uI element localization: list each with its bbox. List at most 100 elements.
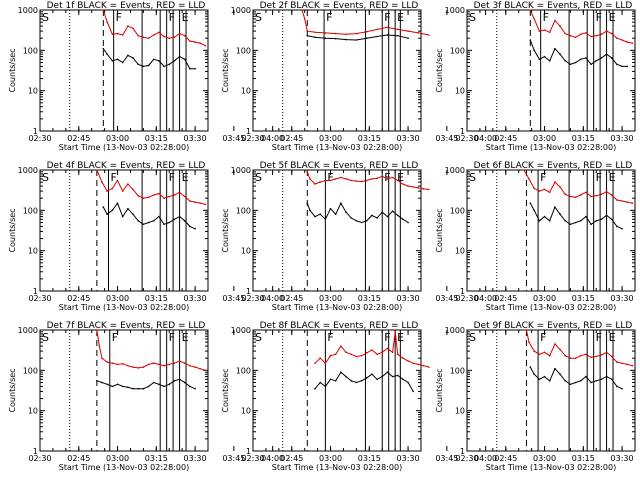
x-tick-label: 03:00 bbox=[533, 454, 556, 463]
events-point bbox=[543, 375, 546, 378]
x-tick-label: 04:00 bbox=[474, 134, 497, 143]
events-point bbox=[189, 385, 191, 388]
lld-point bbox=[178, 32, 181, 35]
events-point bbox=[585, 57, 587, 59]
marker-label-start: S bbox=[469, 331, 476, 344]
events-point bbox=[102, 47, 105, 50]
x-tick-label: 03:45 bbox=[435, 134, 458, 143]
events-point bbox=[178, 378, 181, 381]
events-point bbox=[554, 367, 556, 370]
x-tick-label: 04:00 bbox=[474, 454, 497, 463]
lld-point bbox=[564, 193, 566, 196]
events-point bbox=[173, 380, 176, 382]
events-point bbox=[183, 381, 186, 384]
events-point bbox=[132, 213, 134, 215]
lld-point bbox=[574, 36, 577, 39]
y-tick-label: 10 bbox=[28, 87, 38, 96]
lld-point bbox=[132, 188, 134, 191]
events-point bbox=[396, 214, 399, 217]
events-point bbox=[158, 383, 160, 386]
lld-point bbox=[324, 362, 327, 364]
events-point bbox=[376, 35, 378, 38]
y-tick-label: 10 bbox=[241, 87, 251, 96]
events-point bbox=[386, 215, 389, 218]
y-axis-label: Counts/sec bbox=[221, 208, 230, 252]
lld-point bbox=[528, 341, 530, 343]
events-point bbox=[152, 381, 155, 384]
marker-label-end: E bbox=[182, 11, 189, 24]
lld-point bbox=[106, 190, 108, 192]
y-tick-label: 100 bbox=[236, 206, 251, 215]
lld-point bbox=[386, 347, 389, 350]
lld-point bbox=[127, 364, 129, 367]
y-tick-label: 100 bbox=[23, 366, 38, 375]
detector-panel: Det 9f BLACK = Events, RED = LLD 1 10 100 10… bbox=[435, 321, 636, 472]
lld-point bbox=[301, 9, 303, 11]
events-point bbox=[402, 218, 404, 221]
events-point bbox=[163, 223, 165, 226]
lld-point bbox=[365, 179, 368, 182]
lld-point bbox=[189, 200, 191, 202]
lld-point bbox=[360, 180, 363, 183]
plot-frame bbox=[466, 169, 636, 292]
series-events-line bbox=[529, 39, 628, 67]
marker-label-flare: F bbox=[169, 171, 175, 184]
events-point bbox=[376, 378, 378, 381]
events-point bbox=[590, 223, 592, 226]
lld-point bbox=[610, 32, 613, 35]
events-point bbox=[194, 67, 196, 70]
lld-point bbox=[355, 32, 358, 35]
marker-label-end: E bbox=[182, 171, 189, 184]
events-point bbox=[116, 202, 119, 204]
lld-point bbox=[163, 35, 165, 38]
lld-point bbox=[579, 33, 582, 36]
lld-point bbox=[574, 357, 577, 359]
lld-point bbox=[548, 31, 551, 34]
lld-point bbox=[376, 353, 378, 356]
lld-point bbox=[199, 42, 201, 44]
plot-frame bbox=[252, 9, 422, 132]
y-tick-label: 1 bbox=[460, 447, 465, 456]
events-point bbox=[183, 58, 186, 61]
events-point bbox=[173, 218, 176, 221]
lld-point bbox=[559, 25, 561, 27]
events-point bbox=[590, 381, 592, 384]
events-point bbox=[595, 60, 597, 62]
events-point bbox=[376, 217, 378, 219]
events-point bbox=[579, 58, 582, 61]
lld-point bbox=[523, 169, 525, 171]
events-point bbox=[116, 58, 119, 61]
events-point bbox=[616, 63, 618, 66]
lld-point bbox=[132, 27, 134, 30]
panel-title: Det 6f BLACK = Events, RED = LLD bbox=[474, 161, 633, 171]
lld-point bbox=[554, 181, 556, 183]
events-point bbox=[132, 387, 134, 390]
events-point bbox=[605, 53, 608, 55]
lld-point bbox=[319, 357, 321, 359]
lld-point bbox=[303, 18, 306, 20]
y-tick-label: 1 bbox=[33, 287, 38, 296]
events-point bbox=[605, 214, 608, 217]
marker-label-flare: F bbox=[543, 11, 549, 24]
events-point bbox=[329, 378, 332, 381]
events-point bbox=[340, 371, 342, 373]
lld-point bbox=[173, 194, 176, 196]
y-tick-label: 1 bbox=[33, 127, 38, 136]
events-point bbox=[533, 49, 535, 52]
lld-point bbox=[137, 194, 139, 197]
lld-point bbox=[173, 36, 176, 39]
lld-point bbox=[314, 362, 316, 364]
plot-frame bbox=[39, 329, 209, 452]
y-tick-label: 1 bbox=[460, 287, 465, 296]
x-tick-label: 03:00 bbox=[319, 294, 342, 303]
events-point bbox=[381, 375, 383, 378]
events-point bbox=[564, 380, 566, 382]
marker-label-flare: F bbox=[540, 171, 546, 184]
events-point bbox=[365, 377, 368, 379]
y-tick-label: 1 bbox=[246, 447, 251, 456]
x-tick-label: 02:30 bbox=[28, 134, 51, 143]
events-point bbox=[407, 37, 409, 39]
events-point bbox=[548, 220, 551, 222]
marker-label-end: E bbox=[182, 331, 189, 344]
x-tick-label: 03:30 bbox=[397, 294, 420, 303]
